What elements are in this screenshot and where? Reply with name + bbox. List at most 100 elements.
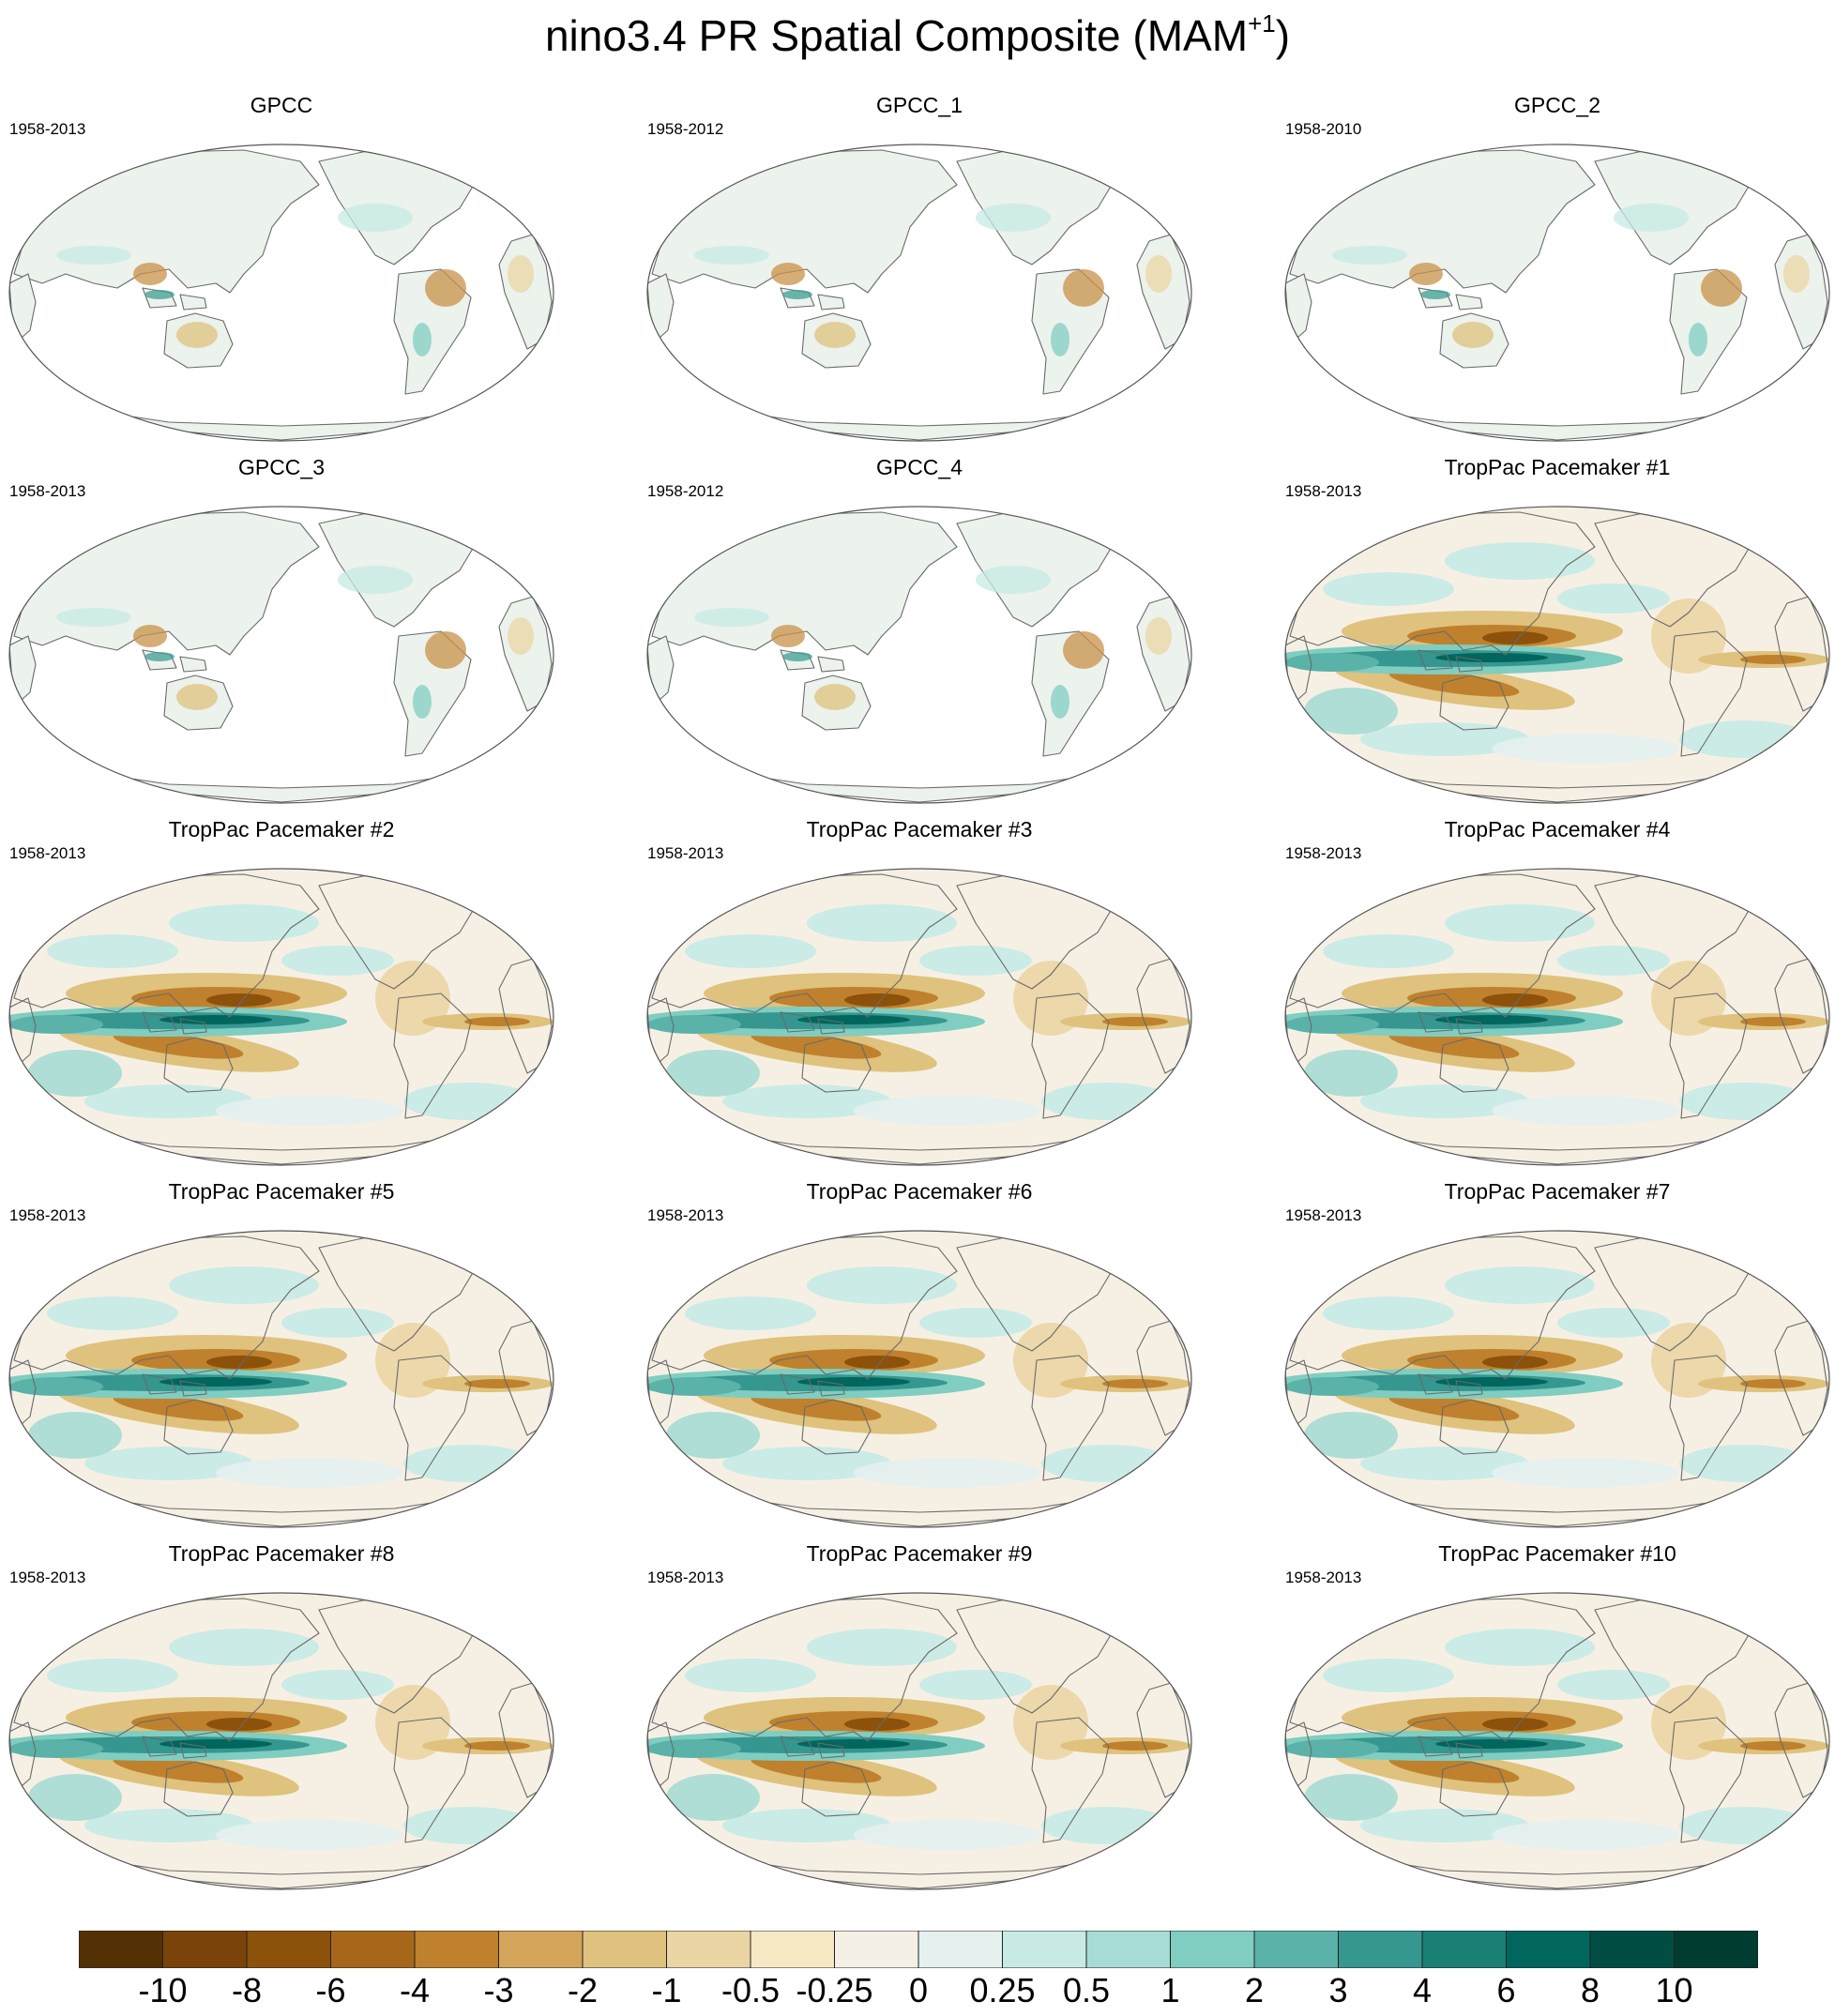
map-svg [1284, 506, 1830, 804]
precip-anomaly-field [1285, 904, 1829, 1126]
map-svg [646, 144, 1192, 442]
map-panel: GPCC_2 1958-2010 [1276, 92, 1835, 454]
map-panel: TropPac Pacemaker #9 1958-2013 [638, 1540, 1201, 1902]
panel-title: TropPac Pacemaker #4 [1444, 817, 1671, 841]
map-border [1284, 144, 1830, 442]
precip-anomaly-field [9, 904, 554, 1126]
panel-title: GPCC_3 [237, 455, 326, 479]
colorbar-tick-label: -4 [399, 1971, 431, 2009]
panel-title: TropPac Pacemaker #8 [168, 1541, 395, 1566]
colorbar-swatch [1253, 1931, 1339, 1968]
panel-period: 1958-2013 [1285, 1206, 1362, 1224]
colorbar-swatch [330, 1931, 416, 1968]
colorbar-tick-label: 8 [1580, 1971, 1600, 2009]
colorbar-tick-label: -2 [567, 1971, 599, 2009]
colorbar-tick-label: -8 [231, 1971, 263, 2009]
colorbar-swatch [162, 1931, 248, 1968]
precip-anomaly-field [9, 1629, 554, 1850]
precip-anomaly-field [1285, 1266, 1829, 1488]
land-anomaly-patches [1332, 204, 1810, 356]
map-border [8, 506, 554, 804]
colorbar-swatch [1170, 1931, 1255, 1968]
figure-title: nino3.4 PR Spatial Composite (MAM+1) [0, 8, 1835, 64]
colorbar-swatch [666, 1931, 751, 1968]
map-border [1284, 506, 1830, 804]
colorbar-swatch [498, 1931, 584, 1968]
panel-period: 1958-2013 [1285, 1569, 1362, 1586]
map-panel: TropPac Pacemaker #1 1958-2013 [1276, 454, 1835, 816]
map-panel: TropPac Pacemaker #2 1958-2013 [0, 816, 563, 1178]
map-border [1284, 868, 1830, 1166]
panel-title: TropPac Pacemaker #1 [1444, 455, 1671, 479]
map-svg [1284, 144, 1830, 442]
panel-period: 1958-2013 [1285, 482, 1362, 500]
figure-title-superscript: +1 [1248, 9, 1276, 38]
map-border [1284, 1592, 1830, 1890]
map-panel: GPCC_3 1958-2013 [0, 454, 563, 816]
map-panel: TropPac Pacemaker #10 1958-2013 [1276, 1540, 1835, 1902]
map-panel: GPCC_1 1958-2012 [638, 92, 1201, 454]
colorbar-swatch [1338, 1931, 1423, 1968]
panel-period: 1958-2013 [9, 482, 86, 500]
map-border [646, 506, 1192, 804]
land-anomaly-patches [694, 566, 1172, 719]
colorbar-swatch [750, 1931, 835, 1968]
precip-anomaly-field [1285, 1629, 1829, 1850]
colorbar-tick-label: -10 [138, 1971, 188, 2009]
colorbar-tick-label: 0.25 [969, 1971, 1036, 2009]
map-svg [646, 868, 1192, 1166]
map-border [8, 144, 554, 442]
map-border [646, 144, 1192, 442]
colorbar-swatch [414, 1931, 499, 1968]
panel-title: TropPac Pacemaker #7 [1444, 1179, 1671, 1204]
panel-title: TropPac Pacemaker #10 [1438, 1541, 1676, 1566]
map-svg [646, 1592, 1192, 1890]
panel-period: 1958-2013 [1285, 844, 1362, 862]
colorbar-tick-label: 1 [1160, 1971, 1180, 2009]
panel-period: 1958-2012 [647, 120, 724, 138]
map-svg [8, 868, 554, 1166]
colorbar-swatch [1421, 1931, 1507, 1968]
map-panel: TropPac Pacemaker #6 1958-2013 [638, 1178, 1201, 1540]
land-anomaly-patches [56, 204, 534, 356]
colorbar-swatch [1674, 1931, 1758, 1968]
panel-period: 1958-2013 [9, 844, 86, 862]
map-panel: GPCC_4 1958-2012 [638, 454, 1201, 816]
colorbar-swatch [79, 1931, 163, 1968]
map-panel: TropPac Pacemaker #8 1958-2013 [0, 1540, 563, 1902]
map-border [646, 1230, 1192, 1528]
colorbar-swatch [1085, 1931, 1171, 1968]
colorbar-tick-label: -0.5 [720, 1971, 781, 2009]
colorbar-tick-label: 0.5 [1062, 1971, 1111, 2009]
precip-anomaly-field [1285, 542, 1829, 764]
panel-period: 1958-2012 [647, 482, 724, 500]
map-svg [1284, 1592, 1830, 1890]
colorbar-swatch [246, 1931, 331, 1968]
precip-anomaly-field [9, 1266, 554, 1488]
panel-title: TropPac Pacemaker #6 [806, 1179, 1033, 1204]
colorbar-tick-label: 2 [1244, 1971, 1265, 2009]
map-svg [8, 506, 554, 804]
panel-period: 1958-2013 [9, 120, 86, 138]
map-panel: GPCC 1958-2013 [0, 92, 563, 454]
map-border [646, 868, 1192, 1166]
precip-anomaly-field [647, 904, 1191, 1126]
map-border [646, 1592, 1192, 1890]
colorbar-tick-label: -1 [651, 1971, 682, 2009]
panel-period: 1958-2013 [647, 844, 724, 862]
colorbar-swatch [918, 1931, 1003, 1968]
colorbar-tick-label: 6 [1496, 1971, 1516, 2009]
map-svg [1284, 868, 1830, 1166]
maps-grid: GPCC 1958-2013 GPCC_1 1958-2012 GPCC_2 1958-2… [0, 92, 1835, 1902]
map-border [8, 1230, 554, 1528]
map-panel: TropPac Pacemaker #5 1958-2013 [0, 1178, 563, 1540]
map-svg [1284, 1230, 1830, 1528]
map-svg [646, 506, 1192, 804]
colorbar-tick-label: 10 [1655, 1971, 1693, 2009]
precip-anomaly-field [647, 1266, 1191, 1488]
precip-anomaly-field [647, 1629, 1191, 1850]
map-border [8, 1592, 554, 1890]
panel-title: TropPac Pacemaker #3 [806, 817, 1033, 841]
colorbar-swatch [834, 1931, 919, 1968]
panel-title: TropPac Pacemaker #5 [168, 1179, 395, 1204]
